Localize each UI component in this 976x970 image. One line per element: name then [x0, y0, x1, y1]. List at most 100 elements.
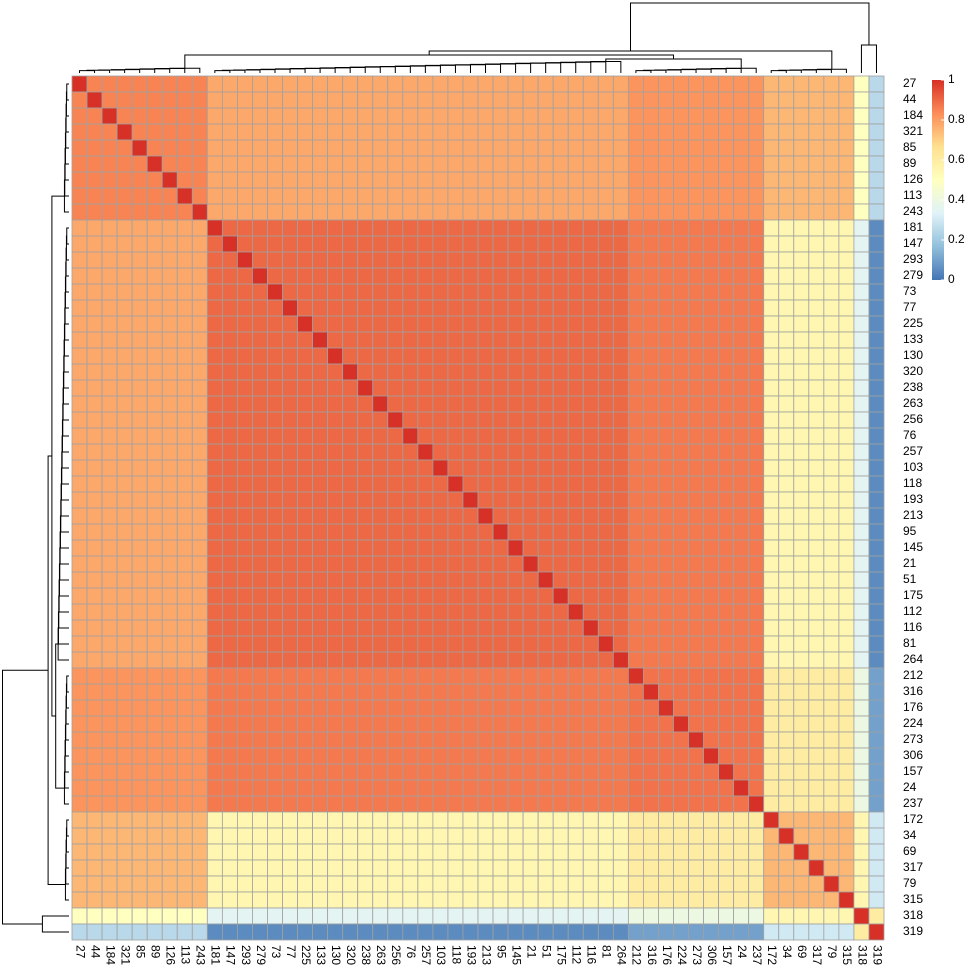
heatmap-cell	[688, 859, 704, 877]
heatmap-cell	[417, 267, 434, 285]
heatmap-cell	[763, 795, 780, 813]
heatmap-cell	[101, 907, 118, 925]
heatmap-cell	[658, 635, 674, 653]
heatmap-cell	[432, 731, 449, 749]
heatmap-cell	[763, 395, 780, 413]
heatmap-cell	[161, 187, 178, 205]
heatmap-cell	[522, 795, 539, 813]
heatmap-cell	[582, 747, 599, 765]
heatmap-cell	[823, 619, 840, 637]
heatmap-cell	[327, 891, 344, 909]
heatmap-cell	[643, 395, 659, 413]
heatmap-cell	[312, 395, 329, 413]
column-label: 21	[524, 945, 538, 959]
heatmap-cell	[808, 523, 825, 541]
heatmap-cell	[808, 139, 825, 157]
heatmap-cell	[552, 187, 569, 205]
heatmap-cell	[402, 699, 419, 717]
heatmap-cell	[327, 411, 344, 429]
heatmap-cell	[116, 267, 133, 285]
heatmap-cell	[432, 363, 449, 381]
heatmap-cell	[342, 827, 359, 845]
heatmap-cell	[176, 155, 193, 173]
row-label: 81	[903, 636, 917, 650]
column-label: 112	[570, 945, 584, 964]
heatmap-cell	[312, 539, 329, 557]
heatmap-cell	[237, 843, 253, 861]
heatmap-cell	[131, 715, 148, 733]
heatmap-cell	[267, 443, 283, 461]
row-label: 243	[903, 204, 923, 218]
heatmap-cell	[146, 379, 163, 397]
heatmap-cell	[643, 715, 659, 733]
heatmap-cell	[447, 171, 464, 189]
heatmap-cell	[372, 443, 389, 461]
heatmap-cell	[116, 747, 133, 765]
heatmap-cell	[462, 203, 479, 221]
heatmap-cell	[146, 715, 163, 733]
heatmap-cell	[778, 779, 795, 797]
heatmap-cell	[417, 75, 434, 93]
heatmap-cell	[763, 715, 780, 733]
heatmap-cell	[868, 411, 885, 429]
heatmap-cell	[808, 763, 825, 781]
heatmap-cell	[387, 731, 404, 749]
heatmap-cell	[582, 459, 599, 477]
heatmap-cell	[507, 155, 524, 173]
heatmap-cell	[793, 875, 810, 893]
heatmap-cell	[808, 315, 825, 333]
heatmap-cell	[372, 187, 389, 205]
heatmap-cell	[252, 731, 268, 749]
heatmap-cell	[763, 603, 780, 621]
column-label: 320	[344, 945, 358, 965]
row-dendrogram	[66, 675, 69, 693]
heatmap-cell	[597, 283, 614, 301]
heatmap-cell	[116, 635, 133, 653]
heatmap-cell	[237, 203, 253, 221]
heatmap-cell	[612, 395, 629, 413]
heatmap-cell	[537, 843, 554, 861]
heatmap-cell	[492, 747, 509, 765]
heatmap-cell	[477, 603, 494, 621]
heatmap-cell	[342, 891, 359, 909]
row-label: 225	[903, 316, 923, 330]
heatmap-cell	[176, 827, 193, 845]
heatmap-cell	[297, 283, 313, 301]
heatmap-cell	[778, 811, 795, 829]
heatmap-cell	[387, 491, 404, 509]
heatmap-cell	[297, 651, 313, 669]
heatmap-cell	[101, 747, 118, 765]
heatmap-cell	[161, 443, 178, 461]
heatmap-cell	[146, 171, 163, 189]
heatmap-cell	[733, 635, 750, 653]
heatmap-cell	[808, 251, 825, 269]
heatmap-cell	[688, 107, 704, 125]
heatmap-cell	[853, 443, 870, 461]
heatmap-cell	[492, 395, 509, 413]
heatmap-cell	[297, 491, 313, 509]
heatmap-cell	[176, 331, 193, 349]
heatmap-cell	[462, 411, 479, 429]
heatmap-cell	[432, 715, 449, 733]
heatmap-cell	[221, 75, 238, 93]
heatmap-cell	[221, 171, 238, 189]
heatmap-cell	[267, 171, 283, 189]
heatmap-cell	[703, 507, 719, 525]
heatmap-cell	[627, 219, 644, 237]
heatmap-cell	[146, 651, 163, 669]
heatmap-cell	[703, 347, 719, 365]
heatmap-cell	[492, 523, 509, 541]
heatmap-cell	[522, 187, 539, 205]
heatmap-cell	[312, 235, 329, 253]
heatmap-cell	[627, 827, 644, 845]
heatmap-cell	[327, 187, 344, 205]
heatmap-cell	[658, 843, 674, 861]
heatmap-cell	[432, 747, 449, 765]
heatmap-cell	[522, 667, 539, 685]
heatmap-cell	[733, 763, 750, 781]
heatmap-cell	[582, 427, 599, 445]
heatmap-cell	[567, 427, 584, 445]
heatmap-cell	[643, 235, 659, 253]
heatmap-cell	[447, 603, 464, 621]
heatmap-cell	[808, 459, 825, 477]
